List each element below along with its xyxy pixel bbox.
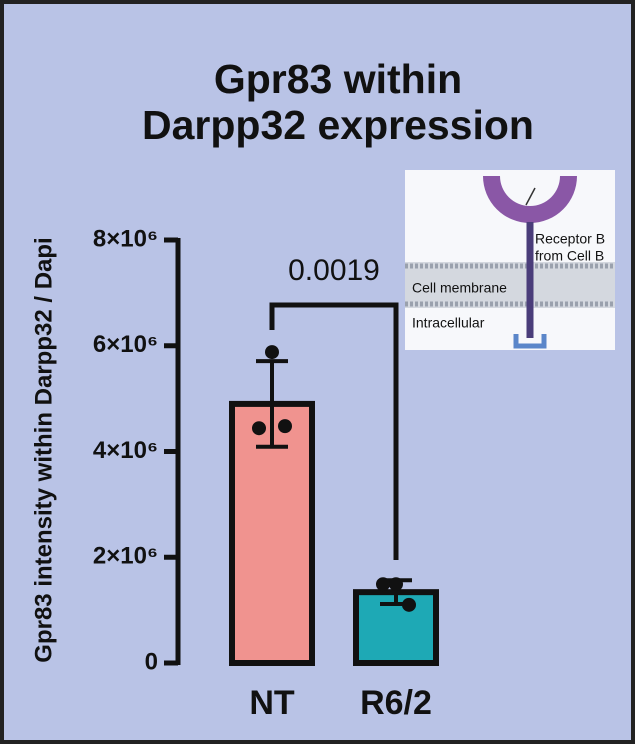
y-tick-label: 6×10⁶ — [93, 331, 158, 358]
ligand-arrow — [525, 187, 536, 206]
data-point — [252, 421, 266, 436]
inset-label: from Cell B — [535, 248, 604, 264]
data-point — [265, 345, 279, 360]
error-bar — [256, 359, 288, 449]
membrane-band — [405, 262, 615, 308]
y-tick-label: 8×10⁶ — [93, 225, 158, 252]
x-tick-label: NT — [249, 684, 295, 722]
y-tick-label: 4×10⁶ — [93, 437, 158, 464]
x-tick-label: R6/2 — [360, 684, 432, 722]
inset-label: Cell membrane — [412, 280, 507, 296]
data-point — [389, 577, 403, 592]
receptor-head — [483, 176, 577, 223]
receptor-tail — [513, 334, 547, 349]
data-point — [376, 577, 390, 592]
inset-label: Intracellular — [412, 315, 485, 331]
y-tick-label: 0 — [145, 648, 158, 675]
inset-diagram: Receptor B from Cell B Cell membrane Int… — [405, 170, 615, 350]
annotation: 0.0019 — [288, 254, 380, 287]
y-axis-label: Gpr83 intensity within Darpp32 / Dapi — [30, 237, 57, 662]
y-tick-label: 2×10⁶ — [93, 543, 158, 570]
significance-bracket — [269, 302, 399, 560]
data-point — [402, 597, 416, 612]
inset-label: Receptor B — [535, 231, 605, 247]
data-point — [278, 419, 292, 434]
chart-title: Gpr83 within Darpp32 expression — [142, 56, 534, 148]
